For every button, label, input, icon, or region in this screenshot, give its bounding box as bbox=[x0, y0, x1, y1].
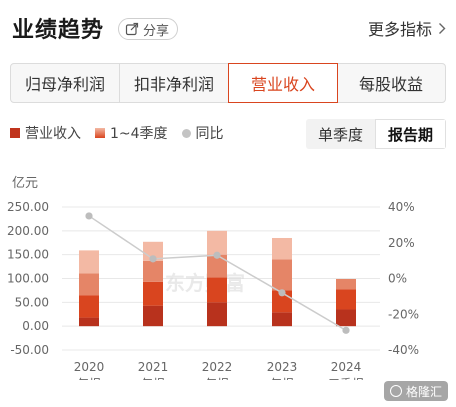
bar-segment bbox=[79, 295, 99, 318]
section-title: 业绩趋势 bbox=[12, 18, 105, 43]
bar-segment bbox=[143, 305, 163, 327]
y-right-tick-label: -20% bbox=[388, 307, 419, 321]
bar-segment bbox=[79, 250, 99, 274]
y-left-tick-label: 100.00 bbox=[7, 272, 49, 286]
bar-segment bbox=[207, 230, 227, 255]
yoy-point bbox=[85, 212, 93, 220]
revenue-chart: 东方财富 250.00 200.00 150.00 100.00 50.00 0.00 -5… bbox=[7, 200, 419, 380]
x-tick-year: 2023 bbox=[267, 360, 298, 374]
header: 业绩趋势 分享 更多指标 bbox=[12, 10, 448, 44]
share-icon bbox=[125, 22, 139, 36]
yoy-point bbox=[213, 251, 221, 259]
legend-label-quarters: 1~4季度 bbox=[110, 126, 168, 142]
chevron-right-icon bbox=[439, 22, 446, 34]
y-left-tick-label: 200.00 bbox=[7, 224, 49, 238]
x-tick-year: 2021 bbox=[138, 360, 169, 374]
bar-segment bbox=[272, 312, 292, 327]
right-axis: 40% 20% 0% -20% -40% bbox=[388, 200, 419, 357]
x-tick-period: 年报 bbox=[205, 376, 229, 380]
y-left-tick-label: 150.00 bbox=[7, 248, 49, 262]
report-period-button[interactable]: 报告期 bbox=[375, 119, 446, 149]
left-axis: 250.00 200.00 150.00 100.00 50.00 0.00 -50.00 bbox=[7, 200, 49, 357]
yoy-point bbox=[342, 326, 350, 334]
more-label: 更多指标 bbox=[367, 20, 432, 39]
y-right-tick-label: 20% bbox=[388, 236, 415, 250]
legend-label-yoy: 同比 bbox=[195, 126, 224, 142]
metric-tabs: 归母净利润 扣非净利润 营业收入 每股收益 bbox=[10, 63, 446, 103]
x-tick-year: 2020 bbox=[74, 360, 105, 374]
x-axis: 2020 年报 2021 年报 2022 年报 2023 年报 2024 三季报 bbox=[74, 360, 364, 380]
x-tick-year: 2024 bbox=[331, 360, 362, 374]
badge-label: 格隆汇 bbox=[405, 384, 442, 399]
bar-segment bbox=[336, 309, 356, 327]
y-left-tick-label: 250.00 bbox=[7, 200, 49, 214]
share-button[interactable]: 分享 bbox=[118, 18, 179, 40]
legend-swatch-gradient bbox=[95, 128, 105, 138]
y-left-tick-label: 0.00 bbox=[22, 319, 49, 333]
bars bbox=[79, 230, 356, 327]
bar-segment bbox=[272, 259, 292, 291]
grid-lines bbox=[62, 206, 380, 351]
tab-revenue[interactable]: 营业收入 bbox=[228, 63, 338, 103]
legend-label-revenue: 营业收入 bbox=[25, 126, 81, 142]
chart-legend: 营业收入 1~4季度 同比 bbox=[10, 121, 238, 145]
tab-net-profit-parent[interactable]: 归母净利润 bbox=[11, 64, 120, 102]
x-tick-period: 年报 bbox=[77, 376, 101, 380]
y-right-tick-label: 0% bbox=[388, 272, 407, 286]
yoy-point bbox=[278, 289, 286, 297]
legend-yoy: 同比 bbox=[181, 123, 224, 143]
bar-segment bbox=[143, 260, 163, 282]
bar-segment bbox=[336, 278, 356, 290]
x-tick-period: 年报 bbox=[141, 376, 165, 380]
bar-segment bbox=[207, 254, 227, 278]
y-right-tick-label: -40% bbox=[388, 343, 419, 357]
legend-revenue: 营业收入 bbox=[10, 123, 81, 143]
source-badge: 格隆汇 bbox=[383, 381, 448, 401]
y-right-tick-label: 40% bbox=[388, 200, 415, 214]
legend-swatch-solid bbox=[10, 128, 20, 138]
watermark: 东方财富 bbox=[165, 271, 245, 295]
yoy-line bbox=[85, 212, 350, 334]
bar-segment bbox=[336, 289, 356, 310]
legend-swatch-dot bbox=[181, 128, 191, 138]
bar-segment bbox=[207, 302, 227, 327]
tab-eps[interactable]: 每股收益 bbox=[358, 75, 423, 94]
bar-segment bbox=[207, 277, 227, 303]
legend-quarters: 1~4季度 bbox=[95, 123, 168, 143]
yoy-point bbox=[149, 255, 157, 263]
bar-segment bbox=[143, 281, 163, 306]
y-left-tick-label: 50.00 bbox=[15, 295, 49, 309]
share-label: 分享 bbox=[143, 23, 170, 39]
y-left-tick-label: -50.00 bbox=[10, 343, 49, 357]
bar-segment bbox=[79, 273, 99, 296]
more-indicators-link[interactable]: 更多指标 bbox=[368, 16, 446, 40]
bar-segment bbox=[272, 237, 292, 260]
x-tick-period: 年报 bbox=[270, 376, 294, 380]
x-tick-year: 2022 bbox=[202, 360, 233, 374]
single-quarter-button[interactable]: 单季度 bbox=[317, 125, 363, 144]
bar-segment bbox=[79, 317, 99, 327]
y-axis-unit: 亿元 bbox=[12, 176, 39, 191]
tab-net-profit-deducted[interactable]: 扣非净利润 bbox=[120, 64, 229, 102]
badge-logo-icon bbox=[389, 385, 402, 397]
x-tick-period: 三季报 bbox=[328, 376, 364, 380]
period-toggle: 单季度 报告期 bbox=[306, 119, 446, 149]
